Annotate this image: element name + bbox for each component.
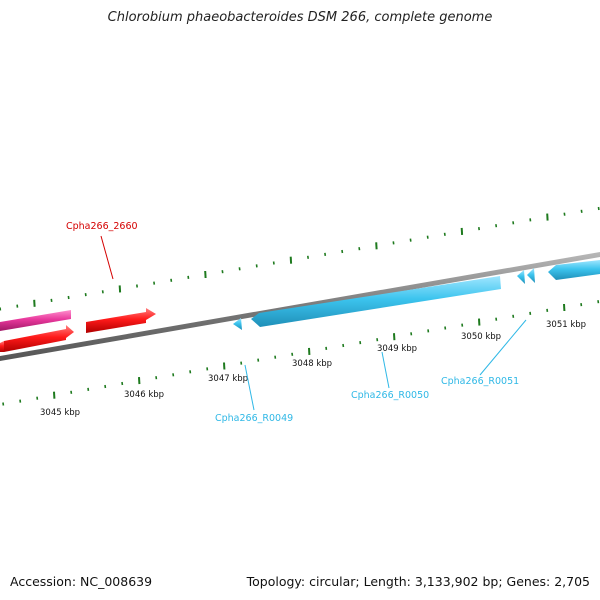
- genome-summary: Topology: circular; Length: 3,133,902 bp…: [246, 574, 590, 589]
- rna-feature-cpha266-r0049[interactable]: [233, 318, 242, 330]
- scale-tick-label-3046: 3046 kbp: [124, 390, 164, 400]
- leader-line-cpha266-r0049: [244, 364, 255, 411]
- rna-feature-small-2[interactable]: [527, 268, 535, 283]
- genome-backbone: [0, 252, 600, 361]
- accession-label: Accession: NC_008639: [10, 574, 153, 589]
- genome-title: Chlorobium phaeobacteroides DSM 266, com…: [107, 10, 493, 25]
- rna-label-cpha266-r0050: Cpha266_R0050: [351, 390, 429, 401]
- rna-feature-small-1[interactable]: [517, 270, 525, 284]
- leader-line-cpha266-2660: [100, 235, 114, 280]
- rna-label-cpha266-r0049: Cpha266_R0049: [215, 413, 293, 424]
- rna-feature-cpha266-r0051[interactable]: [548, 260, 600, 280]
- scale-tick-label-3045: 3045 kbp: [40, 408, 80, 418]
- scale-tick-label-3049: 3049 kbp: [377, 344, 417, 354]
- gene-feature-left-edge[interactable]: [0, 341, 4, 352]
- gene-label-cpha266-2660: Cpha266_2660: [66, 221, 138, 232]
- leader-line-cpha266-r0051: [479, 319, 527, 376]
- leader-line-cpha266-r0050: [381, 351, 390, 389]
- scale-tick-label-3047: 3047 kbp: [208, 374, 248, 384]
- gene-feature-red-left[interactable]: [4, 325, 74, 352]
- scale-tick-label-3051: 3051 kbp: [546, 320, 586, 330]
- scale-tick-label-3050: 3050 kbp: [461, 332, 501, 342]
- gene-feature-pink[interactable]: [0, 310, 71, 331]
- gene-feature-cpha266-2660[interactable]: [86, 308, 156, 333]
- reverse-strand-guide: [2, 300, 600, 406]
- scale-tick-label-3048: 3048 kbp: [292, 359, 332, 369]
- forward-strand-guide: [0, 206, 600, 311]
- rna-feature-cpha266-r0050[interactable]: [251, 276, 501, 327]
- rna-label-cpha266-r0051: Cpha266_R0051: [441, 376, 519, 387]
